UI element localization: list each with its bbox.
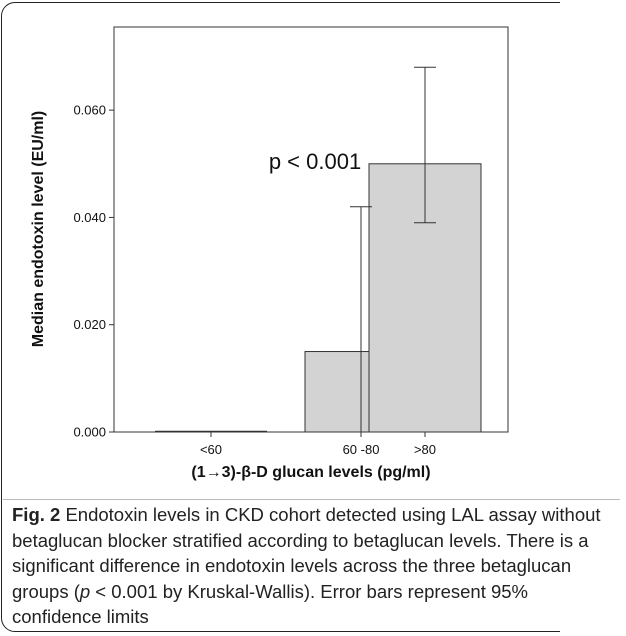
x-tick-label-1: 60 -80 [343, 442, 380, 457]
y-axis-ticks: 0.000 0.020 0.040 0.060 [73, 103, 114, 440]
p-value-annotation: p < 0.001 [269, 149, 361, 174]
y-tick-label-1: 0.020 [73, 317, 106, 332]
y-tick-label-0: 0.000 [73, 425, 106, 440]
y-tick-label-2: 0.040 [73, 210, 106, 225]
x-tick-label-0: <60 [200, 442, 222, 457]
caption-divider [3, 499, 620, 500]
frame-crop [560, 0, 626, 636]
error-bars-group [350, 66, 436, 432]
caption-p-symbol: p [79, 580, 91, 602]
y-axis-title: Median endotoxin level (EU/ml) [30, 111, 47, 347]
figure-caption: Fig. 2 Endotoxin levels in CKD cohort de… [12, 502, 608, 630]
x-axis-title: (1→3)-β-D glucan levels (pg/ml) [191, 464, 430, 481]
y-tick-label-3: 0.060 [73, 103, 106, 118]
x-tick-label-2: >80 [414, 442, 436, 457]
caption-text-1: Endotoxin levels in CKD cohort detected … [12, 504, 601, 602]
bar-chart: 0.000 0.020 0.040 0.060 <60 60 -80 >80 p < 0.… [30, 26, 509, 481]
x-axis-ticks: <60 60 -80 >80 [200, 432, 436, 457]
caption-text-2: < 0.001 by Kruskal-Wallis). Error bars r… [12, 580, 529, 628]
caption-label: Fig. 2 [12, 504, 61, 525]
